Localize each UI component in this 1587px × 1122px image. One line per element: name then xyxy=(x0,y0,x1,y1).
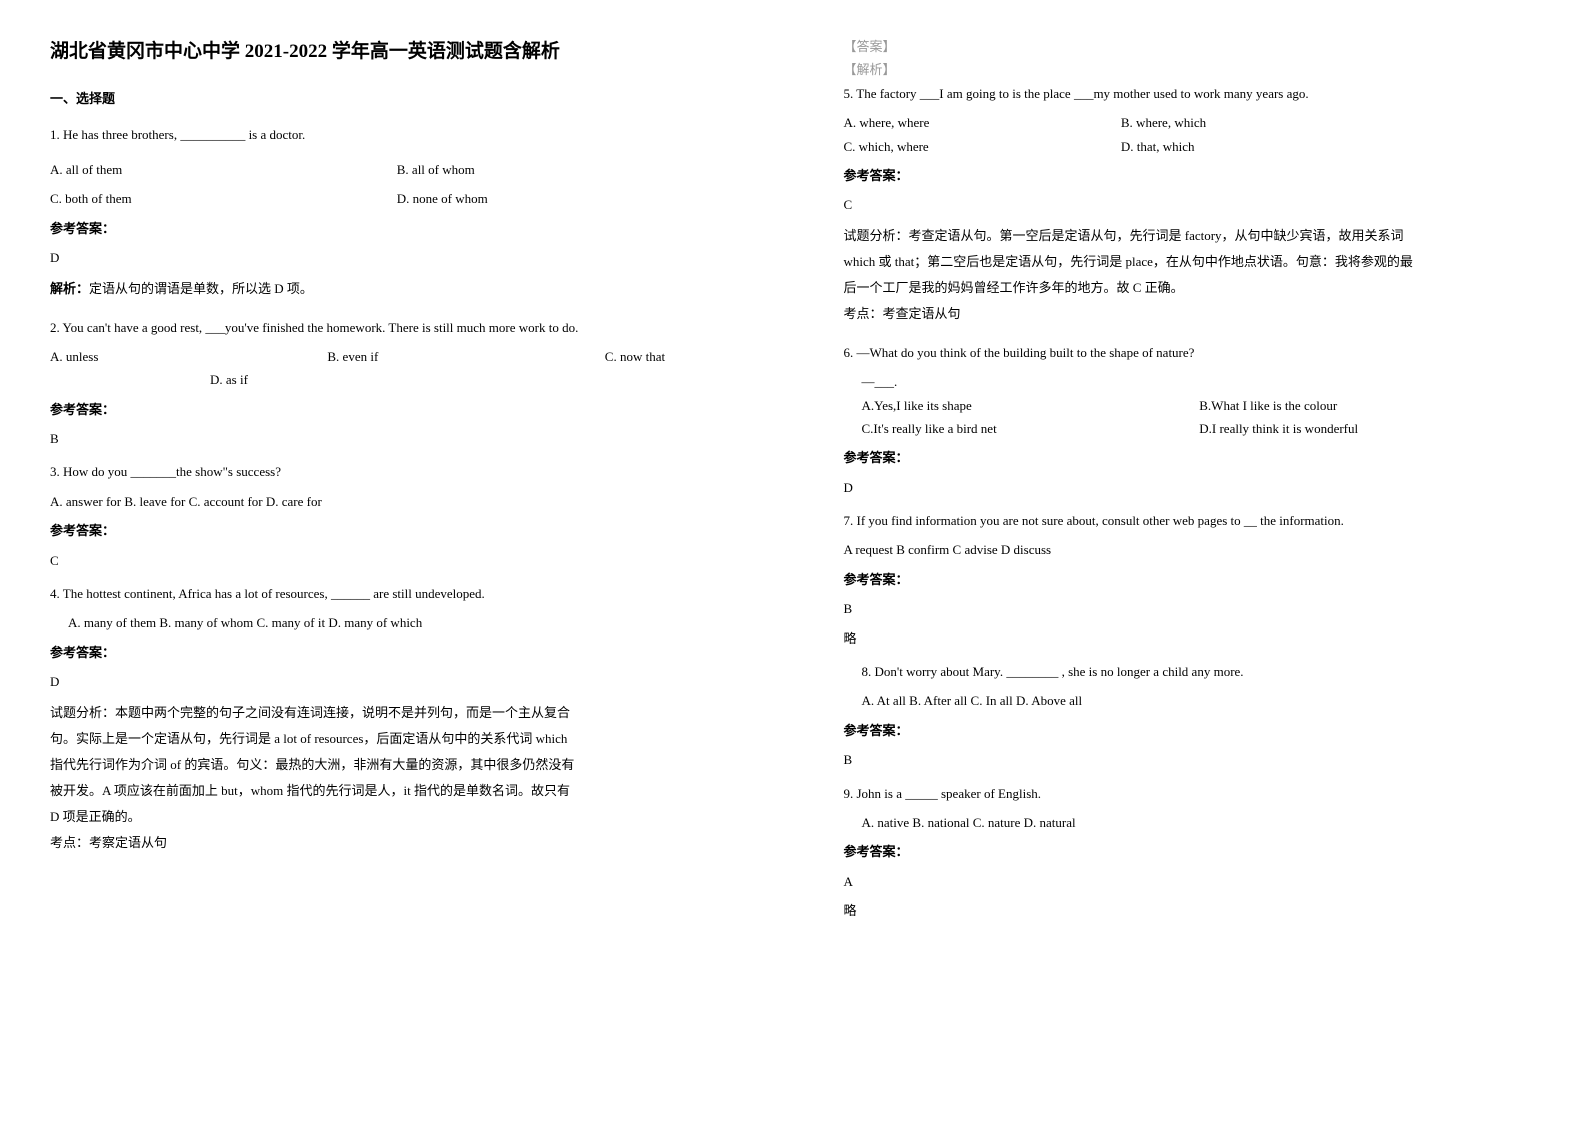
q1-optD: D. none of whom xyxy=(397,187,744,210)
q3-answer: C xyxy=(50,549,744,572)
q5-explanation: 试题分析：考查定语从句。第一空后是定语从句，先行词是 factory，从句中缺少… xyxy=(844,223,1538,327)
question-4: 4. The hottest continent, Africa has a l… xyxy=(50,582,744,856)
q4-answer: D xyxy=(50,670,744,693)
q6-optC: C.It's really like a bird net xyxy=(862,417,1200,440)
q7-lue: 略 xyxy=(844,627,1538,650)
q5-exp-2: which 或 that；第二空后也是定语从句，先行词是 place，在从句中作… xyxy=(844,249,1538,275)
q4-options: A. many of them B. many of whom C. many … xyxy=(50,611,744,634)
q9-answer: A xyxy=(844,870,1538,893)
q8-answer: B xyxy=(844,748,1538,771)
q9-options: A. native B. national C. nature D. natur… xyxy=(844,811,1538,834)
q1-exp-label: 解析： xyxy=(50,281,89,296)
right-column: 【答案】 【解析】 5. The factory ___I am going t… xyxy=(794,0,1587,1122)
q5-options-row2: C. which, where D. that, which xyxy=(844,135,1538,158)
q4-exp-3: 指代先行词作为介词 of 的宾语。句义：最热的大洲，非洲有大量的资源，其中很多仍… xyxy=(50,752,744,778)
question-2: 2. You can't have a good rest, ___you've… xyxy=(50,316,744,451)
q9-lue: 略 xyxy=(844,899,1538,922)
q5-answer: C xyxy=(844,193,1538,216)
q5-exp-1: 试题分析：考查定语从句。第一空后是定语从句，先行词是 factory，从句中缺少… xyxy=(844,223,1538,249)
question-9: 9. John is a _____ speaker of English. A… xyxy=(844,782,1538,923)
q6-answer: D xyxy=(844,476,1538,499)
q5-optC: C. which, where xyxy=(844,135,1121,158)
q6-text: 6. —What do you think of the building bu… xyxy=(844,341,1538,364)
q7-answer-label: 参考答案： xyxy=(844,568,1538,591)
q9-answer-label: 参考答案： xyxy=(844,840,1538,863)
q4-text: 4. The hottest continent, Africa has a l… xyxy=(50,582,744,605)
q4-answer-label: 参考答案： xyxy=(50,641,744,664)
left-column: 湖北省黄冈市中心中学 2021-2022 学年高一英语测试题含解析 一、选择题 … xyxy=(0,0,794,1122)
q4-explanation: 试题分析：本题中两个完整的句子之间没有连词连接，说明不是并列句，而是一个主从复合… xyxy=(50,700,744,856)
q1-options-row1: A. all of them B. all of whom xyxy=(50,158,744,181)
q7-text: 7. If you find information you are not s… xyxy=(844,509,1538,532)
q3-text: 3. How do you _______the show"s success? xyxy=(50,460,744,483)
q6-optA: A.Yes,I like its shape xyxy=(862,394,1200,417)
q2-options-row1: A. unless B. even if C. now that xyxy=(50,345,744,368)
q8-options: A. At all B. After all C. In all D. Abov… xyxy=(844,689,1538,712)
q5-text: 5. The factory ___I am going to is the p… xyxy=(844,82,1538,105)
q4-exp-1: 试题分析：本题中两个完整的句子之间没有连词连接，说明不是并列句，而是一个主从复合 xyxy=(50,700,744,726)
q3-answer-label: 参考答案： xyxy=(50,519,744,542)
q1-answer: D xyxy=(50,246,744,269)
q7-answer: B xyxy=(844,597,1538,620)
question-1: 1. He has three brothers, __________ is … xyxy=(50,123,744,302)
q1-text: 1. He has three brothers, __________ is … xyxy=(50,123,744,146)
q5-answer-label: 参考答案： xyxy=(844,164,1538,187)
q2-answer-label: 参考答案： xyxy=(50,398,744,421)
page-title: 湖北省黄冈市中心中学 2021-2022 学年高一英语测试题含解析 xyxy=(50,35,744,69)
q8-text: 8. Don't worry about Mary. ________ , sh… xyxy=(844,660,1538,683)
question-3: 3. How do you _______the show"s success?… xyxy=(50,460,744,572)
q1-exp-text: 定语从句的谓语是单数，所以选 D 项。 xyxy=(89,281,313,296)
q4-exp-6: 考点：考察定语从句 xyxy=(50,830,744,856)
q2-text: 2. You can't have a good rest, ___you've… xyxy=(50,316,744,339)
question-6: 6. —What do you think of the building bu… xyxy=(844,341,1538,499)
q2-optC: C. now that xyxy=(605,345,744,368)
q5-options-row1: A. where, where B. where, which xyxy=(844,111,1538,134)
q4-exp-2: 句。实际上是一个定语从句，先行词是 a lot of resources，后面定… xyxy=(50,726,744,752)
q5-optA: A. where, where xyxy=(844,111,1121,134)
q7-options: A request B confirm C advise D discuss xyxy=(844,538,1538,561)
q1-answer-label: 参考答案： xyxy=(50,217,744,240)
col2-ans: 【答案】 xyxy=(844,35,1538,58)
q4-exp-5: D 项是正确的。 xyxy=(50,804,744,830)
q2-answer: B xyxy=(50,427,744,450)
q6-answer-label: 参考答案： xyxy=(844,446,1538,469)
q6-text2: —___. xyxy=(844,370,1538,393)
q5-exp-4: 考点：考查定语从句 xyxy=(844,301,1538,327)
q4-exp-4: 被开发。A 项应该在前面加上 but，whom 指代的先行词是人，it 指代的是… xyxy=(50,778,744,804)
q2-optB: B. even if xyxy=(327,345,604,368)
q1-optA: A. all of them xyxy=(50,158,397,181)
q2-optD: D. as if xyxy=(50,368,744,391)
q5-exp-3: 后一个工厂是我的妈妈曾经工作许多年的地方。故 C 正确。 xyxy=(844,275,1538,301)
q6-row2: C.It's really like a bird net D.I really… xyxy=(844,417,1538,440)
q5-optD: D. that, which xyxy=(1121,135,1195,158)
q5-optB: B. where, which xyxy=(1121,111,1206,134)
col2-exp: 【解析】 xyxy=(844,58,1538,81)
q9-text: 9. John is a _____ speaker of English. xyxy=(844,782,1538,805)
q1-options-row2: C. both of them D. none of whom xyxy=(50,187,744,210)
question-8: 8. Don't worry about Mary. ________ , sh… xyxy=(844,660,1538,772)
question-5: 5. The factory ___I am going to is the p… xyxy=(844,82,1538,327)
q1-optC: C. both of them xyxy=(50,187,397,210)
section-header: 一、选择题 xyxy=(50,87,744,110)
question-7: 7. If you find information you are not s… xyxy=(844,509,1538,650)
q6-optB: B.What I like is the colour xyxy=(1199,394,1537,417)
q8-answer-label: 参考答案： xyxy=(844,719,1538,742)
q2-optA: A. unless xyxy=(50,345,327,368)
q6-row1: A.Yes,I like its shape B.What I like is … xyxy=(844,394,1538,417)
q1-explanation: 解析：定语从句的谓语是单数，所以选 D 项。 xyxy=(50,276,744,302)
q6-optD: D.I really think it is wonderful xyxy=(1199,417,1537,440)
q1-optB: B. all of whom xyxy=(397,158,744,181)
q3-options: A. answer for B. leave for C. account fo… xyxy=(50,490,744,513)
